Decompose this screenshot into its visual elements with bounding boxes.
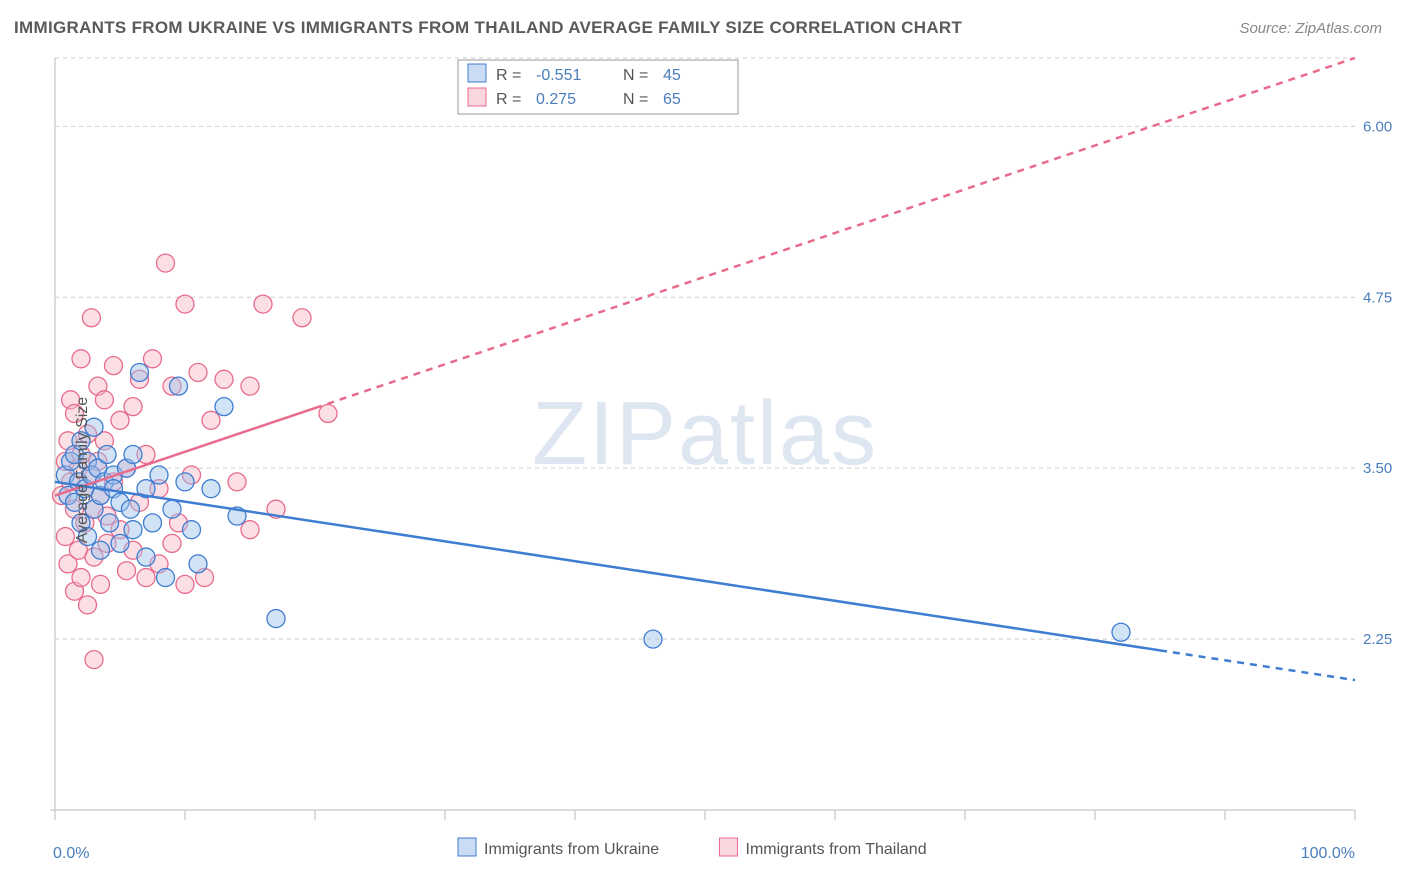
watermark-text: ZIPatlas	[532, 384, 878, 484]
series-b-point	[85, 651, 103, 669]
legend-n-value: 45	[663, 67, 681, 84]
y-tick-label: 4.75	[1363, 289, 1392, 306]
series-b-point	[241, 521, 259, 539]
y-axis-label: Average Family Size	[74, 397, 92, 543]
x-max-label: 100.0%	[1301, 845, 1355, 862]
series-a-trend-solid	[55, 482, 1160, 651]
series-b-point	[215, 370, 233, 388]
legend-r-label: R =	[496, 91, 521, 108]
series-b-point	[254, 295, 272, 313]
legend-swatch	[468, 88, 486, 106]
series-b-point	[72, 350, 90, 368]
series-b-point	[319, 404, 337, 422]
series-b-point	[124, 398, 142, 416]
series-b-point	[56, 528, 74, 546]
series-a-point	[101, 514, 119, 532]
legend-swatch	[468, 64, 486, 82]
series-b-point	[79, 596, 97, 614]
series-b-point	[95, 391, 113, 409]
chart-container: Average Family Size 2.25 3.50 4.75 6.00 ZIPa…	[0, 50, 1406, 890]
series-a-point	[92, 541, 110, 559]
chart-title: IMMIGRANTS FROM UKRAINE VS IMMIGRANTS FR…	[14, 18, 962, 38]
bottom-legend-swatch	[458, 838, 476, 856]
series-b-point	[176, 295, 194, 313]
series-b-trend-dashed	[315, 58, 1355, 408]
y-tick-label: 2.25	[1363, 631, 1392, 648]
series-b-point	[157, 254, 175, 272]
series-a-point	[163, 500, 181, 518]
y-tick-label: 3.50	[1363, 460, 1392, 477]
series-b-point	[293, 309, 311, 327]
series-a-point	[121, 500, 139, 518]
legend-r-label: R =	[496, 67, 521, 84]
series-a-point	[189, 555, 207, 573]
series-a-point	[176, 473, 194, 491]
series-b-point	[111, 411, 129, 429]
legend-r-value: -0.551	[536, 67, 581, 84]
y-tick-label: 6.00	[1363, 118, 1392, 135]
series-b-point	[82, 309, 100, 327]
series-b-point	[163, 534, 181, 552]
series-a-point	[170, 377, 188, 395]
series-a-point	[183, 521, 201, 539]
bottom-legend-label: Immigrants from Ukraine	[484, 841, 659, 858]
series-a-point	[267, 610, 285, 628]
series-b-point	[72, 569, 90, 587]
series-b-point	[228, 473, 246, 491]
series-b-point	[137, 569, 155, 587]
series-b-point	[189, 363, 207, 381]
series-a-point	[150, 466, 168, 484]
series-b-point	[144, 350, 162, 368]
series-a-point	[144, 514, 162, 532]
series-b-point	[241, 377, 259, 395]
series-b-point	[105, 357, 123, 375]
series-a-point	[131, 363, 149, 381]
series-a-point	[111, 534, 129, 552]
series-b-point	[202, 411, 220, 429]
legend-n-label: N =	[623, 91, 648, 108]
series-b-point	[118, 562, 136, 580]
series-a-trend-dashed	[1160, 650, 1355, 680]
legend-n-label: N =	[623, 67, 648, 84]
series-a-point	[215, 398, 233, 416]
legend-r-value: 0.275	[536, 91, 576, 108]
series-a-point	[157, 569, 175, 587]
series-b-point	[176, 575, 194, 593]
series-a-point	[1112, 623, 1130, 641]
series-a-point	[124, 521, 142, 539]
bottom-legend-label: Immigrants from Thailand	[746, 841, 927, 858]
series-a-point	[202, 480, 220, 498]
series-a-point	[644, 630, 662, 648]
scatter-chart: 2.25 3.50 4.75 6.00 ZIPatlas 0.0% 100.0% R = -0.…	[0, 50, 1406, 890]
series-a-point	[98, 446, 116, 464]
series-a-point	[124, 446, 142, 464]
source-attribution: Source: ZipAtlas.com	[1239, 20, 1382, 37]
bottom-legend-swatch	[720, 838, 738, 856]
series-a-point	[137, 548, 155, 566]
series-b-point	[92, 575, 110, 593]
legend-n-value: 65	[663, 91, 681, 108]
x-min-label: 0.0%	[53, 845, 89, 862]
